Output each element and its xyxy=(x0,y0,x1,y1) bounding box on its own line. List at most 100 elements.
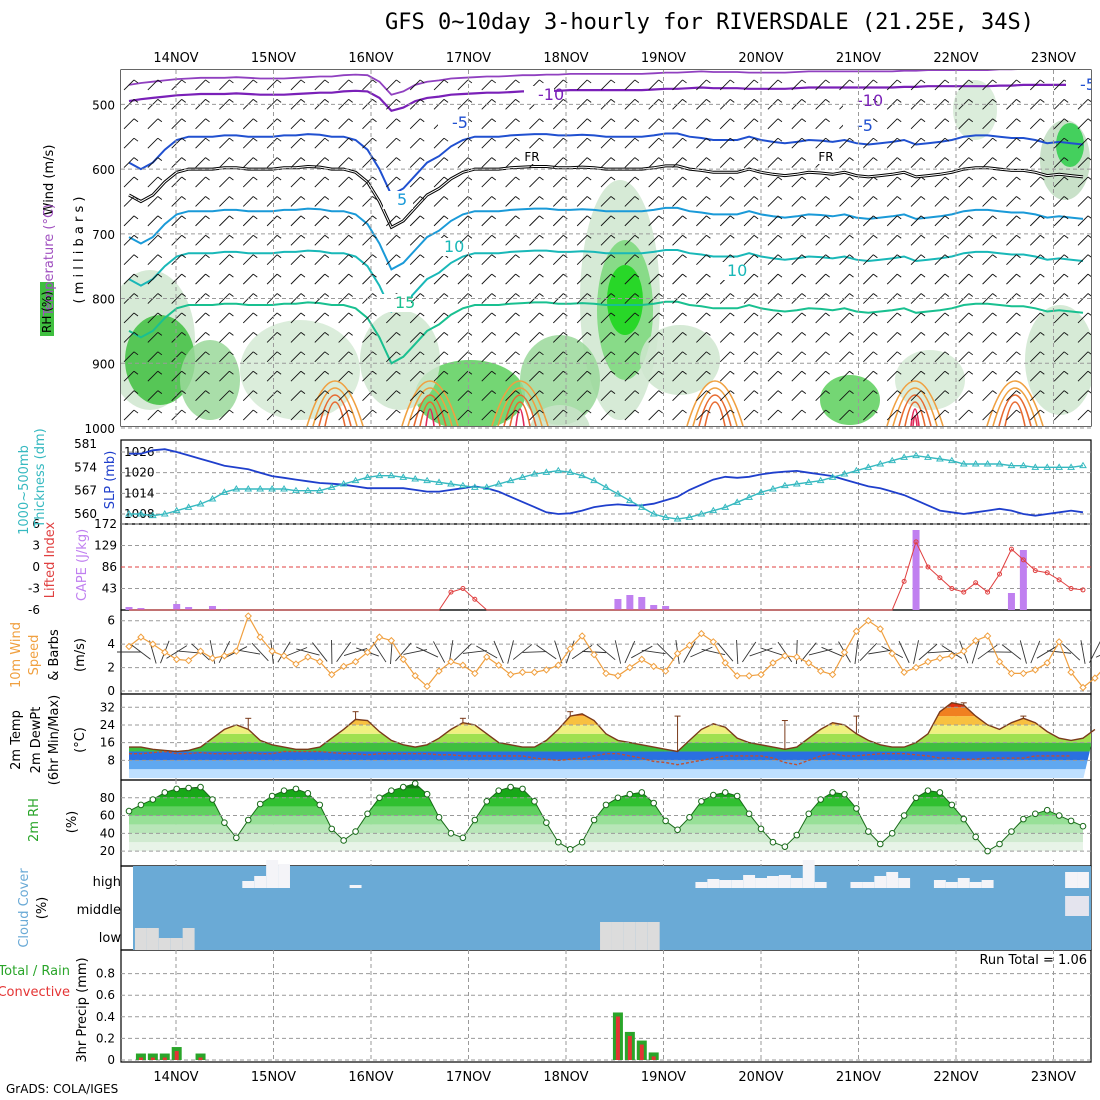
thickness-point xyxy=(769,485,777,492)
top-date-19NOV: 19NOV xyxy=(641,51,686,66)
wind-barb-flag xyxy=(205,332,210,336)
wind-barb-flag xyxy=(896,137,902,142)
wind-barb-flag xyxy=(801,99,807,103)
wind-barb xyxy=(910,99,922,110)
wind-barb-flag xyxy=(276,79,282,84)
wind-barb-flag xyxy=(372,234,377,239)
wind-speed-point xyxy=(161,648,169,657)
wind-barb xyxy=(600,176,612,188)
wind-barb-flag xyxy=(324,137,330,142)
wind-barb xyxy=(290,118,302,130)
wind-barb xyxy=(123,254,135,266)
wind-barb-flag xyxy=(729,215,735,220)
wind-barb-flag xyxy=(491,370,497,375)
wind-barb xyxy=(791,118,803,130)
wind-barb xyxy=(195,370,206,382)
wind-barb-flag xyxy=(729,312,735,317)
wind-barb-flag xyxy=(944,390,950,394)
wind-barb-flag xyxy=(276,351,282,356)
wind-barb-flag xyxy=(467,390,473,394)
wind-barb xyxy=(481,215,493,227)
wind-barb xyxy=(266,215,278,227)
wind-barb xyxy=(815,332,826,343)
bottom-date-20NOV: 20NOV xyxy=(738,1070,783,1085)
wind-barb xyxy=(767,273,779,285)
wind-barb xyxy=(696,312,707,324)
rh-point xyxy=(411,780,419,787)
wind-barb-flag xyxy=(157,176,163,181)
surface-wind-barb xyxy=(690,646,713,658)
wind-barb xyxy=(934,137,946,149)
wind-barb-flag xyxy=(1040,118,1045,123)
warm-contour xyxy=(306,380,364,426)
wind-barb-flag xyxy=(706,99,711,103)
wind-barb-flag xyxy=(348,293,353,297)
wind-barb xyxy=(171,351,183,363)
wind-barb xyxy=(266,196,278,207)
t2m-label-a: 2m Temp xyxy=(9,710,24,770)
wind-barb xyxy=(1077,273,1089,285)
wind-barb xyxy=(648,176,660,188)
thickness-point xyxy=(160,510,169,517)
thickness-point xyxy=(649,510,658,517)
thickness-point xyxy=(184,503,193,510)
wind-barb xyxy=(409,79,421,91)
wind-barb-flag xyxy=(348,137,353,142)
wind-barb xyxy=(314,312,326,324)
wind-barb xyxy=(409,215,421,227)
wind-barb xyxy=(314,79,326,91)
temp-band xyxy=(129,707,1091,717)
wind-barb xyxy=(958,312,970,324)
bottom-date-23NOV: 23NOV xyxy=(1031,1070,1076,1085)
wind-barb xyxy=(696,390,707,401)
rh-point xyxy=(710,791,717,799)
wind-barb-flag xyxy=(586,99,592,103)
li-point xyxy=(1032,568,1038,574)
wind-barb xyxy=(1006,118,1017,130)
wind-barb-flag xyxy=(586,370,592,375)
wind-tick-label: 2 xyxy=(107,661,115,675)
wind-barb-flag xyxy=(181,234,186,239)
wind-barb xyxy=(1029,390,1041,401)
wind-barb xyxy=(839,196,850,207)
wind-barb xyxy=(481,79,493,91)
top-date-14NOV: 14NOV xyxy=(153,51,198,66)
wind-barb xyxy=(433,157,445,168)
wind-barb xyxy=(481,273,493,285)
wind-barb-flag xyxy=(276,234,282,239)
wind-barb xyxy=(1029,99,1041,110)
wind-barb-flag xyxy=(658,196,663,200)
wind-barb-flag xyxy=(491,118,497,123)
wind-barb xyxy=(624,254,636,266)
wind-barb xyxy=(982,293,993,304)
wind-barb-flag xyxy=(1040,273,1045,278)
cape-bar xyxy=(1019,550,1027,610)
wind-barb-flag xyxy=(968,273,974,278)
wind-barb-flag xyxy=(873,351,878,356)
wind-barb xyxy=(481,157,493,168)
surface-wind-barb xyxy=(433,641,446,663)
wind-barb-flag xyxy=(586,176,592,181)
thickness-point xyxy=(542,468,551,475)
warm-contour xyxy=(992,387,1038,426)
wind-barb-flag xyxy=(992,79,997,84)
wind-speed-point xyxy=(459,661,467,669)
wind-barb xyxy=(266,157,278,168)
wind-speed-point xyxy=(685,641,694,650)
rh-point xyxy=(125,807,133,815)
wind-barb xyxy=(290,351,302,363)
wind-speed-point xyxy=(828,670,837,679)
wind-barb-flag xyxy=(634,273,640,278)
wind-barb-flag xyxy=(634,79,640,84)
wind-barb-flag xyxy=(777,176,783,181)
wind-barb-flag xyxy=(682,99,687,103)
high-cloud-block xyxy=(874,876,887,888)
wind-barb-flag xyxy=(181,254,186,259)
rh-point xyxy=(173,785,180,793)
rh-point xyxy=(483,798,491,805)
wind-barb xyxy=(505,99,516,110)
wind10-unit-label: (m/s) xyxy=(73,638,88,672)
wind-barb-flag xyxy=(1063,234,1069,239)
slp-tick-label: 1020 xyxy=(124,466,155,480)
